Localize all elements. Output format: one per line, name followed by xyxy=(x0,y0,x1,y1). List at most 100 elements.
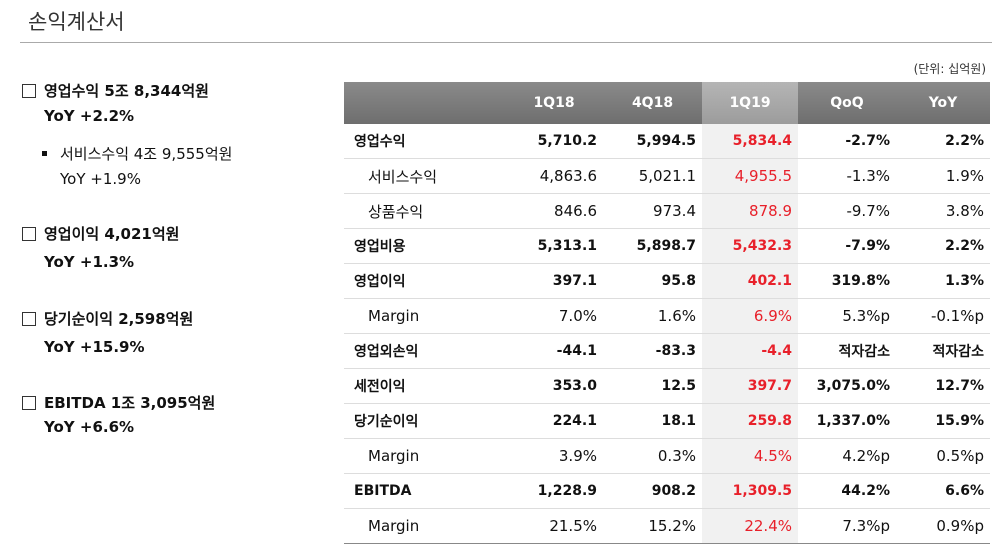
value-cell: 353.0 xyxy=(505,368,603,404)
checkbox-icon xyxy=(22,312,36,326)
column-header: 1Q19 xyxy=(702,82,798,124)
divider xyxy=(20,42,992,43)
summary-yoy: YoY +1.3% xyxy=(44,253,135,271)
value-cell: 878.9 xyxy=(702,193,798,229)
value-cell: 1,337.0% xyxy=(798,403,896,439)
column-header: YoY xyxy=(896,82,990,124)
value-cell: 7.3%p xyxy=(798,508,896,544)
value-cell: 22.4% xyxy=(702,508,798,544)
row-label: Margin xyxy=(344,438,505,474)
table-row: 영업비용 5,313.1 5,898.7 5,432.3 -7.9% 2.2% xyxy=(344,228,990,264)
summary-yoy: YoY +15.9% xyxy=(44,338,145,356)
value-cell: 4.5% xyxy=(702,438,798,474)
value-cell: 18.1 xyxy=(603,403,702,439)
table-row: 영업수익 5,710.2 5,994.5 5,834.4 -2.7% 2.2% xyxy=(344,124,990,159)
value-cell: -44.1 xyxy=(505,333,603,369)
value-cell: 7.0% xyxy=(505,298,603,334)
value-cell: 397.1 xyxy=(505,263,603,299)
table-row: 세전이익 353.0 12.5 397.7 3,075.0% 12.7% xyxy=(344,368,990,404)
value-cell: 95.8 xyxy=(603,263,702,299)
income-table: 1Q18 4Q18 1Q19 QoQ YoY 영업수익 5,710.2 5,994.5 5,8… xyxy=(344,82,990,544)
header-row: 1Q18 4Q18 1Q19 QoQ YoY xyxy=(344,82,990,124)
value-cell: 0.3% xyxy=(603,438,702,474)
value-cell: -9.7% xyxy=(798,193,896,229)
summary-headline: EBITDA 1조 3,095억원 xyxy=(44,394,216,412)
row-label: Margin xyxy=(344,298,505,334)
value-cell: 5,021.1 xyxy=(603,158,702,194)
value-cell: 6.9% xyxy=(702,298,798,334)
value-cell: -0.1%p xyxy=(896,298,990,334)
value-cell: 224.1 xyxy=(505,403,603,439)
table-row: 서비스수익 4,863.6 5,021.1 4,955.5 -1.3% 1.9% xyxy=(344,158,990,194)
value-cell: 6.6% xyxy=(896,473,990,509)
column-header: 4Q18 xyxy=(603,82,702,124)
value-cell: -1.3% xyxy=(798,158,896,194)
header-cell xyxy=(344,82,505,124)
value-cell: 5,994.5 xyxy=(603,124,702,159)
value-cell: 1.6% xyxy=(603,298,702,334)
value-cell: 402.1 xyxy=(702,263,798,299)
value-cell: 0.5%p xyxy=(896,438,990,474)
summary-yoy: YoY +6.6% xyxy=(44,418,135,436)
value-cell: 259.8 xyxy=(702,403,798,439)
value-cell: 적자감소 xyxy=(798,333,896,369)
table-row: EBITDA 1,228.9 908.2 1,309.5 44.2% 6.6% xyxy=(344,473,990,509)
row-label: Margin xyxy=(344,508,505,544)
value-cell: 5,432.3 xyxy=(702,228,798,264)
table-row: Margin 3.9% 0.3% 4.5% 4.2%p 0.5%p xyxy=(344,438,990,474)
value-cell: 1.9% xyxy=(896,158,990,194)
page-title: 손익계산서 xyxy=(28,10,125,34)
table-row: 상품수익 846.6 973.4 878.9 -9.7% 3.8% xyxy=(344,193,990,229)
summary-yoy: YoY +1.9% xyxy=(60,170,141,188)
row-label: 영업비용 xyxy=(344,228,505,264)
value-cell: 908.2 xyxy=(603,473,702,509)
summary-headline: 당기순이익 2,598억원 xyxy=(44,310,194,328)
value-cell: -7.9% xyxy=(798,228,896,264)
summary-headline: 서비스수익 4조 9,555억원 xyxy=(60,145,233,163)
summary-yoy: YoY +2.2% xyxy=(44,107,135,125)
summary-headline: 영업이익 4,021억원 xyxy=(44,225,180,243)
value-cell: 5,313.1 xyxy=(505,228,603,264)
value-cell: -4.4 xyxy=(702,333,798,369)
column-header: 1Q18 xyxy=(505,82,603,124)
value-cell: 5.3%p xyxy=(798,298,896,334)
row-label: 영업이익 xyxy=(344,263,505,299)
row-label: EBITDA xyxy=(344,473,505,509)
value-cell: 44.2% xyxy=(798,473,896,509)
value-cell: 846.6 xyxy=(505,193,603,229)
value-cell: 4,955.5 xyxy=(702,158,798,194)
value-cell: 2.2% xyxy=(896,124,990,159)
row-label: 영업외손익 xyxy=(344,333,505,369)
summary-headline: 영업수익 5조 8,344억원 xyxy=(44,82,209,100)
row-label: 당기순이익 xyxy=(344,403,505,439)
table-row: 영업이익 397.1 95.8 402.1 319.8% 1.3% xyxy=(344,263,990,299)
table-row: 당기순이익 224.1 18.1 259.8 1,337.0% 15.9% xyxy=(344,403,990,439)
checkbox-icon xyxy=(22,84,36,98)
value-cell: 0.9%p xyxy=(896,508,990,544)
bullet-icon xyxy=(42,151,47,156)
value-cell: 적자감소 xyxy=(896,333,990,369)
value-cell: 2.2% xyxy=(896,228,990,264)
checkbox-icon xyxy=(22,227,36,241)
column-header: QoQ xyxy=(798,82,896,124)
table-row: 영업외손익 -44.1 -83.3 -4.4 적자감소 적자감소 xyxy=(344,333,990,369)
value-cell: 973.4 xyxy=(603,193,702,229)
value-cell: 397.7 xyxy=(702,368,798,404)
value-cell: 5,834.4 xyxy=(702,124,798,159)
value-cell: 319.8% xyxy=(798,263,896,299)
value-cell: 4,863.6 xyxy=(505,158,603,194)
value-cell: 1.3% xyxy=(896,263,990,299)
value-cell: 12.5 xyxy=(603,368,702,404)
table-row: Margin 7.0% 1.6% 6.9% 5.3%p -0.1%p xyxy=(344,298,990,334)
row-label: 상품수익 xyxy=(344,193,505,229)
value-cell: 1,309.5 xyxy=(702,473,798,509)
value-cell: -83.3 xyxy=(603,333,702,369)
value-cell: 5,710.2 xyxy=(505,124,603,159)
value-cell: 12.7% xyxy=(896,368,990,404)
value-cell: 3,075.0% xyxy=(798,368,896,404)
value-cell: 4.2%p xyxy=(798,438,896,474)
value-cell: 15.2% xyxy=(603,508,702,544)
value-cell: 21.5% xyxy=(505,508,603,544)
value-cell: 3.9% xyxy=(505,438,603,474)
